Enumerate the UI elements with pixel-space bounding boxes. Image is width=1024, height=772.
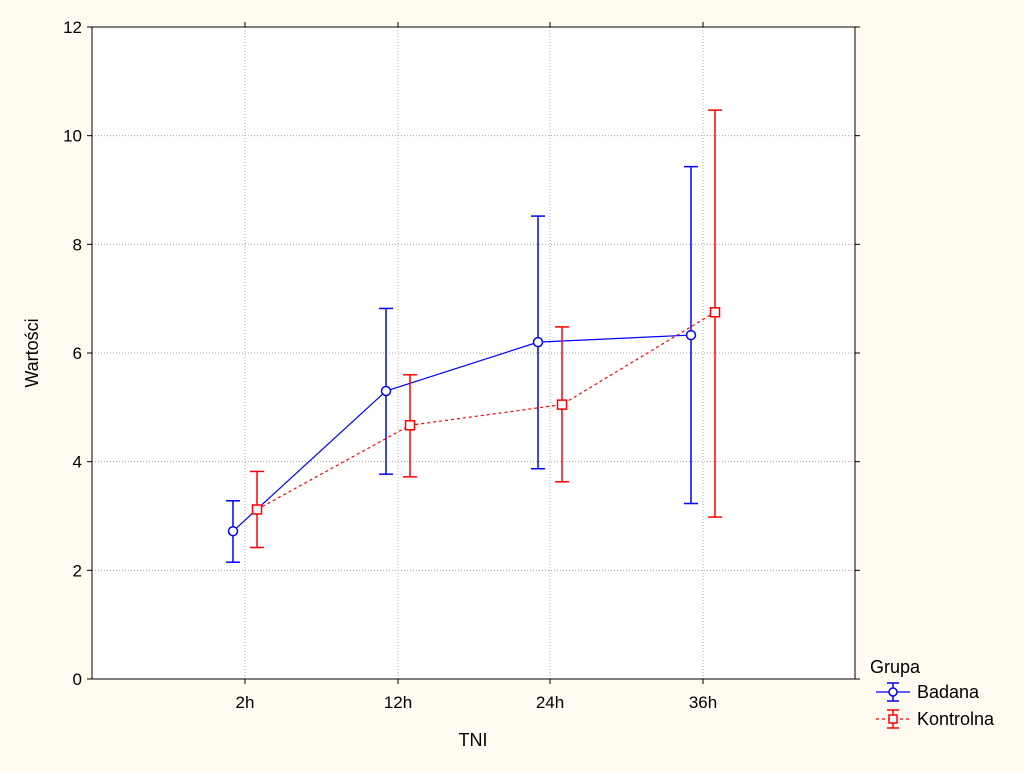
x-tick-label: 24h bbox=[536, 693, 564, 712]
legend-item-badana: Badana bbox=[876, 682, 980, 702]
data-point bbox=[227, 525, 239, 537]
x-tick-label: 12h bbox=[384, 693, 412, 712]
legend-label: Badana bbox=[917, 682, 980, 702]
x-tick-label: 2h bbox=[236, 693, 255, 712]
x-tick-label: 36h bbox=[689, 693, 717, 712]
data-point bbox=[685, 329, 697, 341]
legend-title: Grupa bbox=[870, 657, 921, 677]
y-tick-label: 0 bbox=[73, 670, 82, 689]
data-point bbox=[404, 420, 416, 431]
data-point bbox=[532, 336, 544, 348]
legend-items: Badana Kontrolna bbox=[876, 682, 995, 729]
y-tick-label: 10 bbox=[63, 127, 82, 146]
series-badana bbox=[226, 165, 698, 563]
data-point bbox=[709, 307, 721, 318]
y-tick-label: 2 bbox=[73, 561, 82, 580]
data-point bbox=[380, 385, 392, 397]
y-tick-label: 8 bbox=[73, 235, 82, 254]
series-layer bbox=[226, 109, 722, 563]
legend-marker-square bbox=[888, 714, 898, 724]
legend-marker-circle bbox=[888, 687, 898, 697]
axis-ticks: 0 2 4 6 8 10 12 2h 12h 24h 36h bbox=[63, 18, 860, 712]
series-line bbox=[232, 334, 692, 532]
series-kontrolna bbox=[250, 109, 722, 549]
y-tick-label: 12 bbox=[63, 18, 82, 37]
legend-label: Kontrolna bbox=[917, 709, 995, 729]
legend-item-kontrolna: Kontrolna bbox=[876, 709, 995, 729]
y-tick-label: 6 bbox=[73, 344, 82, 363]
legend: Grupa Badana Kontrolna bbox=[870, 657, 995, 729]
data-point bbox=[556, 399, 568, 410]
x-axis-title: TNI bbox=[459, 730, 488, 750]
data-point bbox=[251, 504, 263, 515]
y-axis-title: Wartości bbox=[22, 318, 42, 387]
y-tick-label: 4 bbox=[73, 453, 82, 472]
grid-lines bbox=[92, 27, 855, 679]
